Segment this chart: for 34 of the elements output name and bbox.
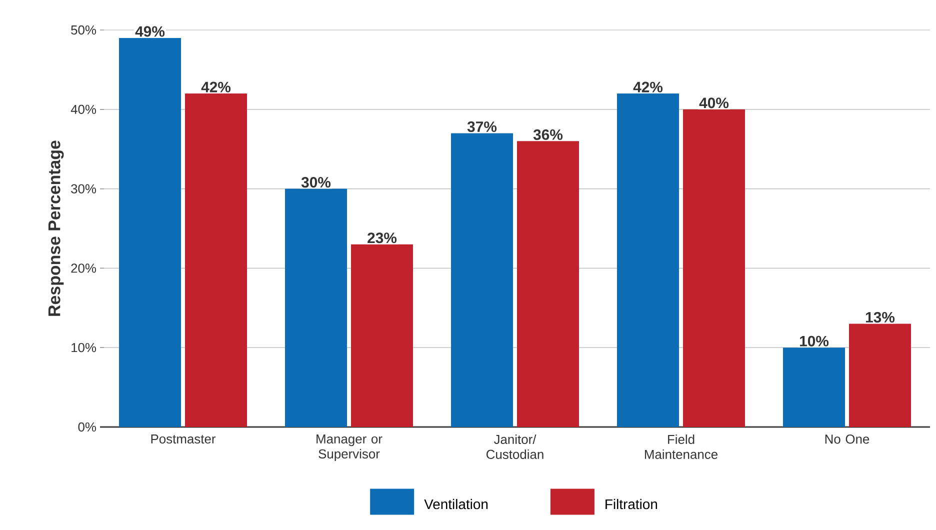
bar <box>517 141 580 427</box>
y-tick-label: 10% <box>72 343 96 352</box>
y-tick-label: 0% <box>78 422 96 432</box>
x-tick-label: No One <box>825 434 870 444</box>
y-tick-label: 30% <box>71 184 96 194</box>
bar <box>119 38 181 427</box>
data-label: 36% <box>533 129 563 140</box>
y-tick-label: 40% <box>70 104 96 114</box>
x-tick-label: Postmaster <box>151 434 216 444</box>
data-label: 40% <box>699 98 729 108</box>
legend-label: Filtration <box>606 498 658 510</box>
x-tick-label: Janitor/ Custodian <box>486 434 544 459</box>
data-label: 13% <box>866 312 895 323</box>
bar <box>617 94 680 427</box>
data-label: 30% <box>301 176 331 188</box>
bar <box>185 94 248 427</box>
bar <box>783 348 846 427</box>
x-tick-label: Field Maintenance <box>644 434 718 459</box>
bar <box>351 244 414 427</box>
data-label: 37% <box>467 121 497 132</box>
data-label: 49% <box>135 26 165 37</box>
bar <box>285 188 348 427</box>
bar <box>451 133 514 427</box>
data-label: 23% <box>368 232 397 244</box>
data-label: 42% <box>633 82 663 92</box>
x-tick-label: Manager or Supervisor <box>316 434 382 462</box>
y-tick-label: 50% <box>71 25 96 35</box>
data-label: 42% <box>201 82 231 92</box>
y-axis-title: Response Percentage <box>48 140 64 316</box>
bar <box>683 109 746 427</box>
bar <box>849 324 912 427</box>
legend-label: Ventilation <box>424 498 488 510</box>
data-label: 10% <box>800 336 829 346</box>
y-tick-label: 20% <box>71 264 96 273</box>
